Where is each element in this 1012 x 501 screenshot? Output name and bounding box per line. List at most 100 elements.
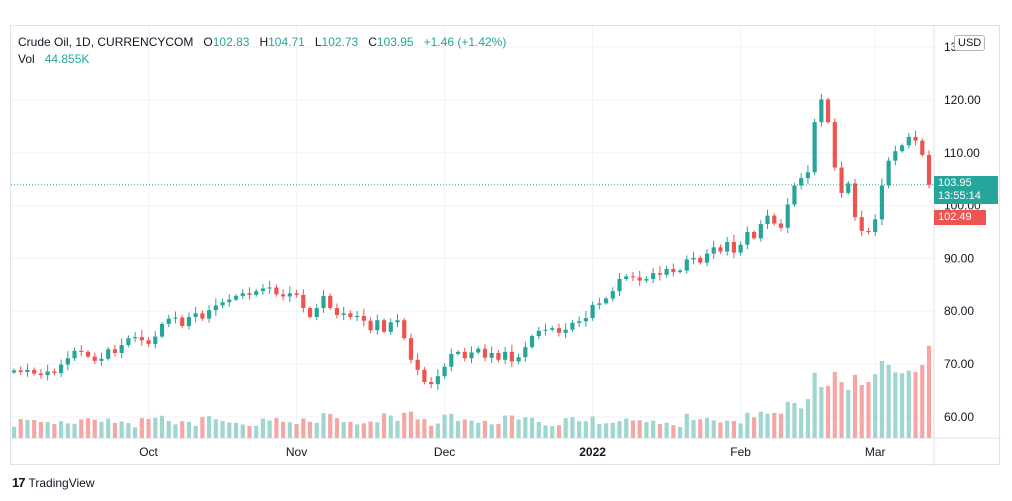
candle-body — [146, 340, 151, 344]
volume-bar — [85, 418, 91, 438]
high-value: 104.71 — [268, 35, 305, 49]
candle-body — [624, 276, 629, 280]
candle-body — [711, 247, 716, 254]
candle-body — [852, 183, 858, 218]
volume-bar — [260, 418, 266, 438]
volume-bar — [65, 423, 70, 438]
volume-bar — [496, 424, 501, 438]
x-tick-label: Feb — [730, 445, 751, 459]
volume-bar — [832, 371, 837, 438]
candle-body — [671, 268, 676, 273]
candle-body — [213, 305, 218, 311]
volume-bar — [610, 422, 615, 438]
prev-close-badge: 102.49 — [934, 210, 986, 225]
candle-body — [772, 215, 777, 224]
volume-bar — [617, 421, 622, 438]
volume-bar — [523, 417, 528, 438]
volume-bar — [112, 422, 118, 438]
candle-body — [240, 293, 245, 296]
candle-body — [25, 369, 30, 372]
candle-body — [59, 364, 64, 374]
candle-body — [778, 223, 784, 228]
candle-body — [11, 370, 17, 373]
volume-bar — [536, 422, 541, 438]
volume-bar — [731, 421, 736, 438]
candlestick-chart[interactable]: 60.0070.0080.0090.00100.00110.00120.0013… — [11, 26, 1001, 466]
candle-body — [341, 313, 346, 315]
volume-bar — [79, 419, 84, 438]
volume-bar — [408, 411, 414, 438]
volume-bar — [900, 373, 905, 438]
y-tick-label: 90.00 — [944, 251, 974, 265]
volume-bar — [442, 414, 447, 438]
volume-bar — [402, 412, 407, 438]
candle-body — [698, 257, 703, 263]
volume-bar — [99, 421, 104, 438]
volume-bar — [281, 421, 286, 438]
candle-body — [704, 253, 710, 263]
symbol-label[interactable]: Crude Oil, 1D, CURRENCYCOM — [18, 35, 194, 49]
candle-body — [644, 279, 649, 281]
volume-bar — [334, 418, 340, 438]
candle-body — [267, 287, 272, 289]
candle-body — [233, 295, 239, 300]
brand-name[interactable]: TradingView — [28, 475, 95, 490]
candle-body — [314, 308, 319, 318]
volume-label[interactable]: Vol — [18, 52, 35, 66]
volume-bar — [126, 423, 131, 438]
candle-body — [281, 294, 286, 297]
volume-bar — [361, 423, 366, 438]
volume-bar — [301, 418, 306, 438]
volume-bar — [583, 421, 588, 438]
y-tick-label: 60.00 — [944, 410, 974, 424]
low-label: L — [314, 35, 322, 49]
volume-bar — [603, 423, 609, 438]
candle-body — [227, 299, 232, 303]
candle-body — [442, 366, 447, 377]
volume-bar — [543, 425, 548, 438]
volume-bar — [577, 421, 582, 438]
candle-body — [684, 259, 689, 271]
y-tick-label: 110.00 — [944, 146, 980, 160]
candle-body — [691, 257, 696, 260]
currency-button[interactable]: USD — [954, 35, 986, 51]
candle-body — [402, 320, 407, 339]
chart-frame[interactable]: 60.0070.0080.0090.00100.00110.00120.0013… — [10, 25, 1001, 466]
volume-bar — [893, 372, 898, 438]
candle-body — [751, 232, 757, 239]
candle-body — [637, 277, 642, 281]
candle-body — [72, 350, 77, 359]
candle-body — [819, 99, 824, 123]
candle-body — [745, 232, 750, 245]
volume-bar — [213, 419, 218, 438]
candle-body — [99, 358, 104, 361]
candle-body — [65, 358, 70, 365]
candle-body — [153, 336, 158, 344]
volume-bar — [644, 422, 649, 438]
tradingview-logo-icon[interactable]: 17 — [12, 475, 26, 490]
volume-bar — [913, 372, 918, 438]
candle-body — [926, 154, 932, 185]
candle-body — [617, 279, 622, 292]
volume-bar — [839, 382, 844, 438]
x-tick-label: Dec — [434, 445, 455, 459]
candle-body — [792, 185, 797, 205]
candle-body — [375, 320, 380, 331]
volume-bar — [570, 417, 575, 438]
volume-bar — [630, 420, 636, 438]
volume-bar — [866, 382, 871, 438]
x-tick-label: Oct — [139, 445, 158, 459]
candle-body — [381, 320, 387, 332]
volume-bar — [664, 422, 669, 438]
volume-bar — [529, 417, 535, 438]
candle-body — [388, 322, 393, 332]
candle-body — [429, 382, 434, 385]
volume-bar — [186, 421, 192, 438]
volume-bar — [307, 421, 313, 438]
candle-body — [159, 323, 165, 337]
volume-bar — [180, 421, 185, 438]
volume-bar — [772, 412, 777, 438]
volume-bar — [482, 420, 488, 438]
volume-bar — [509, 415, 514, 438]
volume-bar — [805, 399, 810, 438]
